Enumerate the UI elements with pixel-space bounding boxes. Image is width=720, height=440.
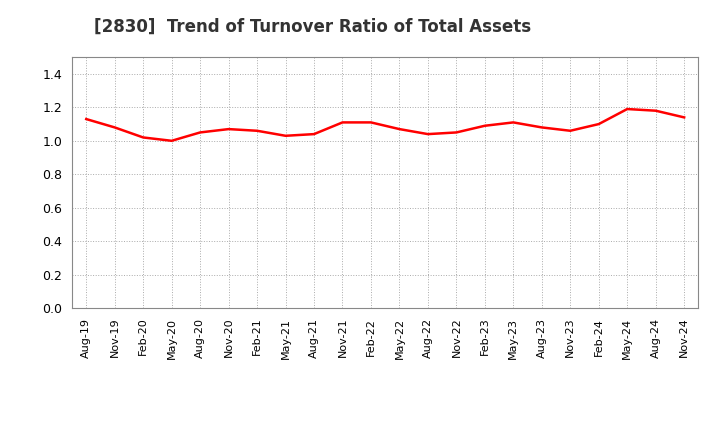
Text: [2830]  Trend of Turnover Ratio of Total Assets: [2830] Trend of Turnover Ratio of Total … <box>94 18 531 36</box>
